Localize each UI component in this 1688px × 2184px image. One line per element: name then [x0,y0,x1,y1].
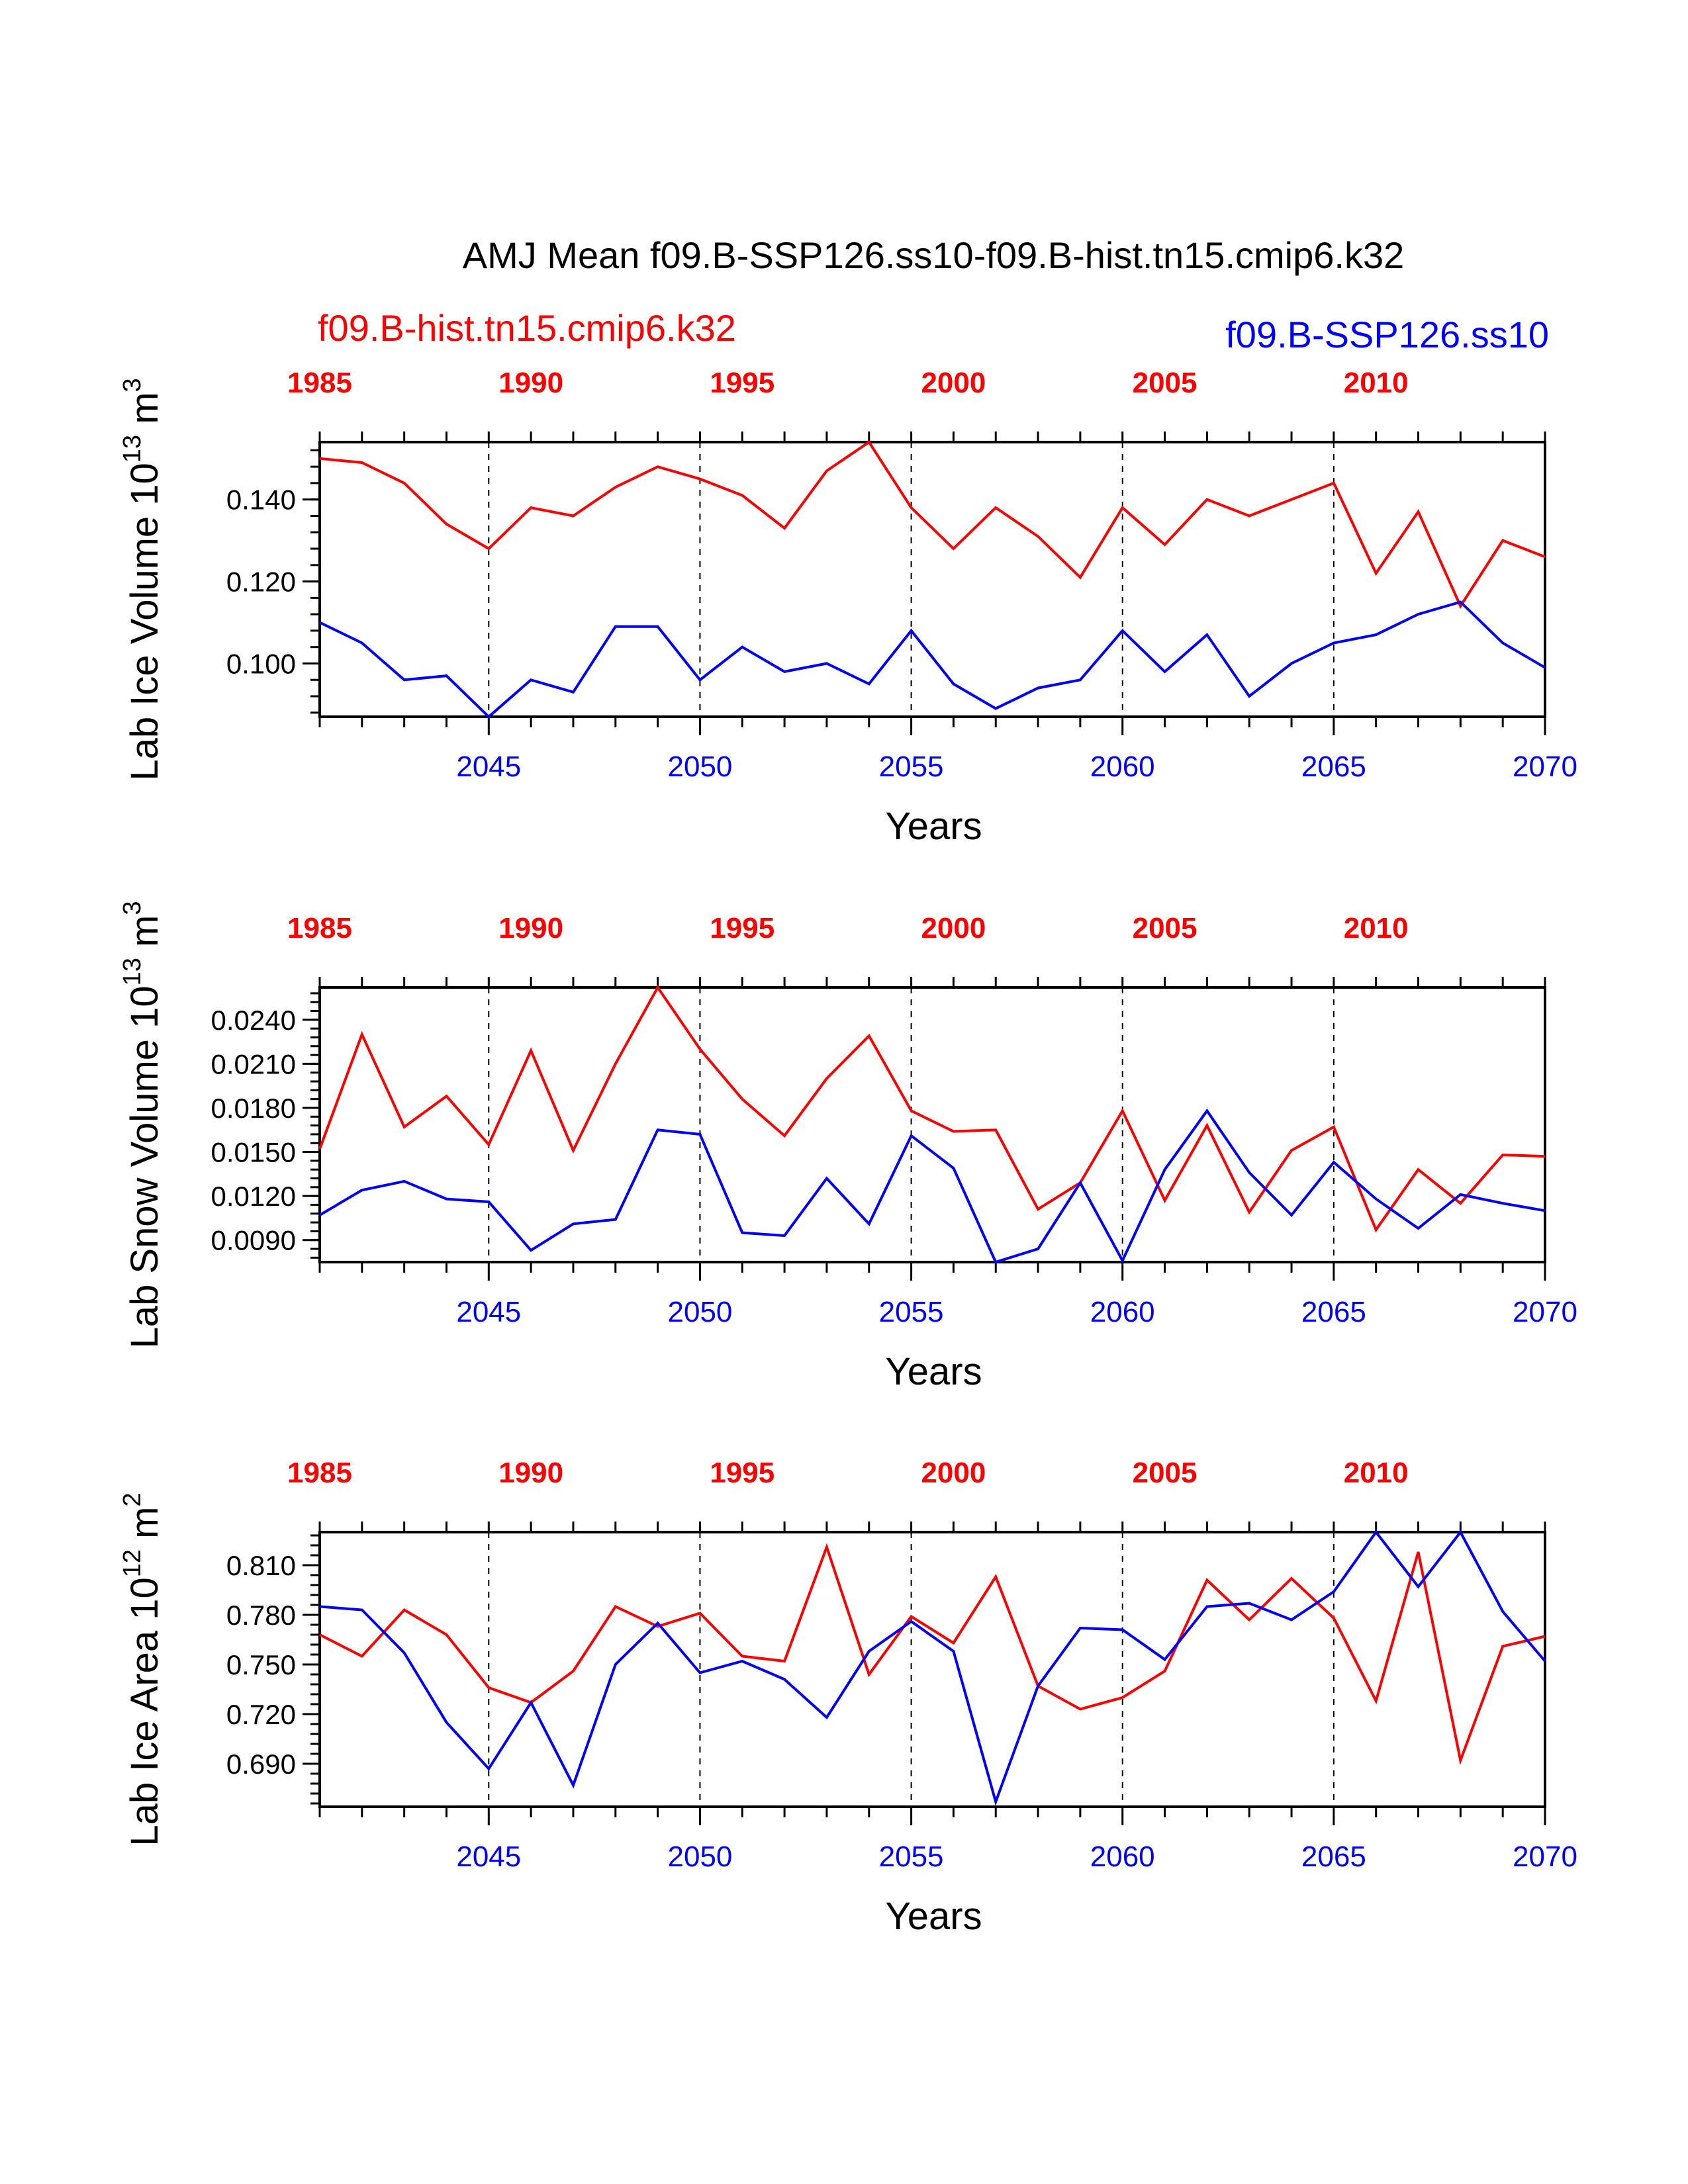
y-tick-label: 0.750 [226,1649,296,1680]
y-axis-label-part: m [123,915,166,958]
bottom-year-label: 2045 [456,1841,521,1873]
y-axis-label-part: Lab Ice Area 10 [123,1577,166,1846]
y-tick-label: 0.0180 [211,1093,296,1124]
bottom-year-label: 2055 [879,751,944,783]
bottom-year-label: 2045 [456,1296,521,1328]
y-axis-label-part: m [123,392,166,434]
y-tick-label: 0.0120 [211,1181,296,1212]
series-line-hist [319,1543,1546,1766]
top-year-label: 1990 [498,912,563,944]
top-year-label: 2000 [921,912,986,944]
y-tick-label: 0.780 [226,1600,296,1631]
y-tick-label: 0.720 [226,1699,296,1730]
top-year-label: 2010 [1344,367,1409,399]
x-axis-label: Years [885,1895,982,1938]
y-axis-label: Lab Ice Volume 1013 m3 [118,378,166,780]
bottom-year-label: 2070 [1513,1296,1577,1328]
y-tick-label: 0.140 [226,484,296,516]
y-tick-label: 0.0090 [211,1225,296,1256]
top-year-label: 2000 [921,367,986,399]
top-year-label: 1995 [710,367,774,399]
bottom-year-label: 2065 [1301,1841,1366,1873]
y-axis-label-part: 13 [118,958,146,985]
y-tick-label: 0.0240 [211,1005,296,1036]
y-axis-label-part: 13 [118,435,146,463]
y-tick-label: 0.810 [226,1550,296,1581]
legend-hist-label: f09.B-hist.tn15.cmip6.k32 [318,307,736,349]
bottom-year-label: 2060 [1090,1841,1155,1873]
y-tick-label: 0.100 [226,648,296,679]
bottom-year-label: 2060 [1090,751,1155,783]
bottom-year-label: 2050 [668,751,733,783]
panel-3: 0.690 0.720 0.750 0.780 0.810 2045 2050 2055 206… [118,1457,1577,1938]
series-line-ssp [319,600,1546,719]
top-year-label: 2005 [1133,912,1197,944]
bottom-year-label: 2045 [456,751,521,783]
y-axis-label-part: m [123,1507,166,1549]
bottom-year-label: 2050 [668,1841,733,1873]
x-axis-label: Years [885,1350,982,1393]
y-axis-label-part: 3 [118,378,146,392]
bottom-year-label: 2060 [1090,1296,1155,1328]
y-axis-label-part: 12 [118,1549,146,1577]
top-year-label: 1990 [498,367,563,399]
y-axis-label-part: Lab Snow Volume 10 [123,985,166,1348]
top-year-label: 2005 [1133,1457,1197,1489]
legend-ssp-label: f09.B-SSP126.ss10 [1225,314,1549,355]
y-axis-label: Lab Snow Volume 1013 m3 [118,901,166,1348]
panels: 0.100 0.120 0.140 2045 2050 2055 2060 2065 2070 1… [118,367,1577,1938]
plot-frame [318,986,1546,1263]
top-year-label: 1995 [710,1457,774,1489]
top-year-label: 2000 [921,1457,986,1489]
y-tick-label: 0.0150 [211,1137,296,1168]
plot-frame [318,1531,1546,1808]
series-line-hist [318,985,1546,1233]
top-year-label: 1995 [710,912,774,944]
top-year-label: 1985 [287,1457,352,1489]
top-year-label: 2010 [1344,912,1409,944]
bottom-year-label: 2055 [879,1296,944,1328]
bottom-year-label: 2055 [879,1841,944,1873]
x-axis-label: Years [885,805,982,848]
bottom-year-label: 2065 [1301,1296,1366,1328]
top-year-label: 2005 [1133,367,1197,399]
y-tick-label: 0.120 [226,567,296,598]
y-axis-label: Lab Ice Area 1012 m2 [118,1492,166,1846]
series-line-hist [319,440,1546,609]
bottom-year-label: 2070 [1513,751,1577,783]
bottom-year-label: 2050 [668,1296,733,1328]
series-line-ssp [319,1529,1546,1807]
y-axis-label-part: Lab Ice Volume 10 [123,463,166,780]
y-axis-label-part: 3 [118,901,146,915]
top-year-label: 1990 [498,1457,563,1489]
plot-frame [318,441,1546,718]
panel-1: 0.100 0.120 0.140 2045 2050 2055 2060 2065 2070 1… [118,367,1577,848]
top-year-label: 1985 [287,367,352,399]
bottom-year-label: 2065 [1301,751,1366,783]
chart-title: AMJ Mean f09.B-SSP126.ss10-f09.B-hist.tn… [463,234,1404,276]
top-year-label: 2010 [1344,1457,1409,1489]
bottom-year-label: 2070 [1513,1841,1577,1873]
y-axis-label-part: 2 [118,1492,146,1506]
y-tick-label: 0.690 [226,1749,296,1780]
panel-2: 0.0090 0.0120 0.0150 0.0180 0.0210 0.0240 2045… [118,901,1577,1393]
series-line-ssp [318,1108,1546,1264]
top-year-label: 1985 [287,912,352,944]
y-tick-label: 0.0210 [211,1048,296,1079]
